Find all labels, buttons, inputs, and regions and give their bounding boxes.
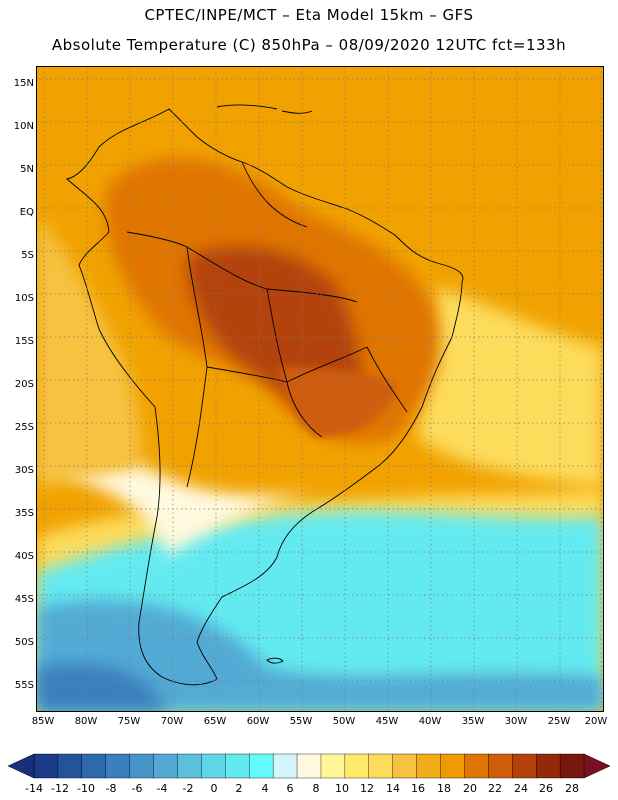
color-scale-label: 14 <box>386 782 400 795</box>
color-scale-label: -14 <box>25 782 43 795</box>
border-1 <box>126 161 408 488</box>
color-scale-label: 18 <box>437 782 451 795</box>
color-scale-cell <box>105 753 131 779</box>
color-scale-cell <box>392 753 418 779</box>
lat-label: 5S <box>21 250 34 261</box>
field-west-yellow <box>37 217 142 487</box>
lat-label: 20S <box>14 379 34 390</box>
color-scale-cell <box>440 753 465 779</box>
field-far-south <box>37 663 167 711</box>
lon-label: 45W <box>375 716 399 727</box>
color-scale-label: 4 <box>261 782 269 795</box>
lat-label: 30S <box>14 465 34 476</box>
color-scale-high-arrow <box>583 753 611 779</box>
lat-label: 25S <box>14 422 34 433</box>
lat-label: 35S <box>14 508 34 519</box>
lat-label: 15N <box>13 78 34 89</box>
lat-label: 10S <box>14 293 34 304</box>
color-scale-cell <box>535 753 561 779</box>
lat-label: EQ <box>19 207 34 218</box>
color-scale-label: 26 <box>539 782 553 795</box>
color-scale-cell <box>320 753 346 779</box>
field-hot-south-east <box>277 367 397 437</box>
color-scale-cells <box>33 753 585 779</box>
color-scale-cell <box>559 753 585 779</box>
lat-label: 10N <box>13 121 34 132</box>
color-scale-cell <box>512 753 537 779</box>
lon-label: 70W <box>160 716 184 727</box>
color-scale-cell <box>201 753 226 779</box>
lat-label: 40S <box>14 551 34 562</box>
lon-label: 40W <box>418 716 442 727</box>
color-scale-label: 16 <box>411 782 425 795</box>
color-scale-cell <box>33 753 59 779</box>
south-america-outline <box>66 108 464 686</box>
color-scale-bar <box>7 753 611 779</box>
map-canvas <box>37 67 603 711</box>
color-scale-label: 24 <box>514 782 528 795</box>
lon-label: 65W <box>203 716 227 727</box>
color-scale-label: 20 <box>463 782 477 795</box>
lon-label: 35W <box>461 716 485 727</box>
color-scale-low-arrow <box>7 753 35 779</box>
color-scale-cell <box>368 753 394 779</box>
graticule <box>37 67 603 711</box>
lon-label: 55W <box>289 716 313 727</box>
color-scale-cell <box>129 753 155 779</box>
color-scale-label: -12 <box>51 782 69 795</box>
color-scale-label: -4 <box>156 782 168 795</box>
color-scale-cell <box>153 753 178 779</box>
lat-label: 45S <box>14 594 34 605</box>
lat-label: 50S <box>14 637 34 648</box>
color-scale-label: 0 <box>210 782 218 795</box>
color-scale-cell <box>249 753 274 779</box>
temperature-map <box>36 66 604 712</box>
lon-label: 20W <box>584 716 608 727</box>
lon-label: 50W <box>332 716 356 727</box>
color-scale-label: -2 <box>182 782 194 795</box>
color-scale-cell <box>57 753 83 779</box>
color-scale-label: -6 <box>131 782 143 795</box>
color-scale-cell <box>272 753 298 779</box>
color-scale-label: 6 <box>286 782 294 795</box>
field-east-yellow <box>417 287 603 487</box>
field-pale-band <box>37 462 337 557</box>
color-scale-cell <box>81 753 107 779</box>
color-scale-cell <box>177 753 202 779</box>
lat-label: 5N <box>20 164 34 175</box>
color-scale-cell <box>416 753 442 779</box>
title-line-2: Absolute Temperature (C) 850hPa – 08/09/… <box>51 36 567 54</box>
temperature-field <box>37 67 603 711</box>
color-scale-cell <box>344 753 370 779</box>
color-scale-label: 2 <box>235 782 243 795</box>
coastlines <box>66 104 464 686</box>
color-scale-label: -10 <box>77 782 95 795</box>
lon-label: 60W <box>246 716 270 727</box>
lon-label: 85W <box>31 716 55 727</box>
coast-falklands <box>266 657 284 664</box>
color-scale-cell <box>225 753 250 779</box>
color-scale-label: 22 <box>488 782 502 795</box>
color-scale-label: 8 <box>312 782 320 795</box>
color-scale-cell <box>296 753 322 779</box>
coast-caribbean <box>216 104 313 114</box>
lon-label: 30W <box>504 716 528 727</box>
color-scale-cell <box>488 753 513 779</box>
lon-label: 80W <box>74 716 98 727</box>
color-scale-cell <box>464 753 489 779</box>
color-scale-label: -8 <box>105 782 117 795</box>
lat-label: 15S <box>14 336 34 347</box>
color-scale-label: 10 <box>335 782 349 795</box>
lon-label: 75W <box>117 716 141 727</box>
lat-label: 55S <box>14 680 34 691</box>
lon-label: 25W <box>547 716 571 727</box>
color-scale-label: 12 <box>360 782 374 795</box>
title-line-1: CPTEC/INPE/MCT – Eta Model 15km – GFS <box>144 6 474 24</box>
color-scale-label: 28 <box>565 782 579 795</box>
